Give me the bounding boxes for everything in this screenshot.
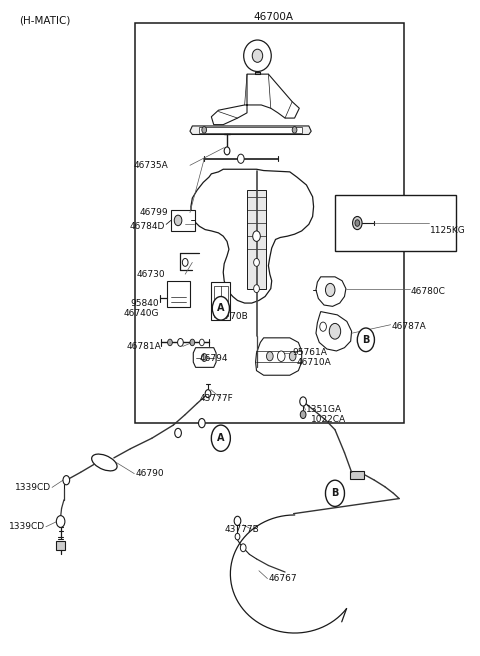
Circle shape [292,127,297,133]
Circle shape [252,231,260,241]
Text: 46787A: 46787A [392,321,427,331]
Polygon shape [316,312,352,351]
Bar [167,281,190,307]
Bar [200,127,302,133]
Polygon shape [193,348,216,367]
Circle shape [201,354,207,361]
Text: 1022CA: 1022CA [311,415,347,424]
Circle shape [200,339,204,346]
Circle shape [190,339,195,346]
Circle shape [329,323,341,339]
Bar [214,286,228,316]
Bar [335,195,456,251]
Circle shape [289,352,296,361]
Text: 46784D: 46784D [130,222,165,231]
Bar [171,210,195,231]
Circle shape [234,516,241,525]
Polygon shape [211,74,300,125]
Bar [56,541,65,550]
Circle shape [178,338,183,346]
Text: 95761A: 95761A [292,348,327,358]
Circle shape [235,533,240,540]
Polygon shape [191,169,313,303]
Text: 46735A: 46735A [134,161,168,170]
Polygon shape [255,338,302,375]
Text: A: A [217,433,225,443]
Circle shape [202,127,206,133]
Text: 46780C: 46780C [411,287,446,297]
Text: 46781A: 46781A [127,342,161,351]
Ellipse shape [252,49,263,62]
Circle shape [168,339,172,346]
Polygon shape [190,126,311,134]
Circle shape [175,428,181,438]
Text: A: A [217,303,225,314]
Text: 46710A: 46710A [297,358,332,367]
Circle shape [357,328,374,352]
Text: 46770B: 46770B [214,312,249,321]
Circle shape [253,258,259,266]
Bar [350,471,364,479]
Circle shape [182,258,188,266]
Bar [135,23,404,423]
Circle shape [325,480,345,506]
Circle shape [224,147,230,155]
Text: 43777F: 43777F [200,394,233,403]
Circle shape [240,544,246,552]
Text: 46740G: 46740G [123,309,159,318]
Text: 46799: 46799 [140,208,168,217]
Bar [211,282,230,320]
Ellipse shape [244,40,271,72]
Circle shape [199,419,205,428]
Circle shape [325,283,335,297]
Circle shape [253,285,259,293]
Circle shape [212,297,229,320]
Text: 46767: 46767 [268,574,297,583]
Text: 1339CD: 1339CD [9,522,45,531]
Circle shape [63,476,70,485]
Circle shape [205,390,211,398]
Text: 95840: 95840 [131,299,159,308]
Text: 46794: 46794 [200,354,228,363]
Text: 1339CD: 1339CD [15,483,51,492]
Circle shape [211,425,230,451]
Text: 46730: 46730 [137,270,165,279]
Ellipse shape [92,454,117,471]
Polygon shape [316,277,346,306]
Circle shape [300,397,306,406]
Circle shape [266,352,273,361]
Text: 43777B: 43777B [225,525,260,534]
Bar [247,190,266,289]
Text: (H-MATIC): (H-MATIC) [19,15,70,25]
Text: 46790: 46790 [135,469,164,478]
Text: 1351GA: 1351GA [306,405,343,415]
Text: 46700A: 46700A [253,12,293,22]
Circle shape [174,215,182,226]
Text: B: B [362,335,370,345]
Text: 1125KG: 1125KG [430,226,466,236]
Circle shape [238,154,244,163]
Circle shape [355,220,360,226]
Circle shape [320,322,326,331]
Circle shape [277,351,285,361]
Text: B: B [331,488,339,499]
Circle shape [300,411,306,419]
Circle shape [353,216,362,230]
Circle shape [56,516,65,527]
